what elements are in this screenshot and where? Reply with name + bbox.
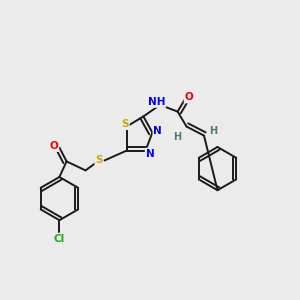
Text: O: O	[184, 92, 194, 103]
Text: O: O	[50, 141, 58, 151]
Text: H: H	[173, 132, 181, 142]
Text: N: N	[153, 126, 162, 136]
Text: S: S	[95, 154, 103, 165]
Text: N: N	[146, 148, 154, 159]
Text: NH: NH	[148, 97, 165, 107]
Text: H: H	[209, 126, 217, 136]
Text: S: S	[121, 119, 129, 129]
Text: Cl: Cl	[54, 234, 65, 244]
